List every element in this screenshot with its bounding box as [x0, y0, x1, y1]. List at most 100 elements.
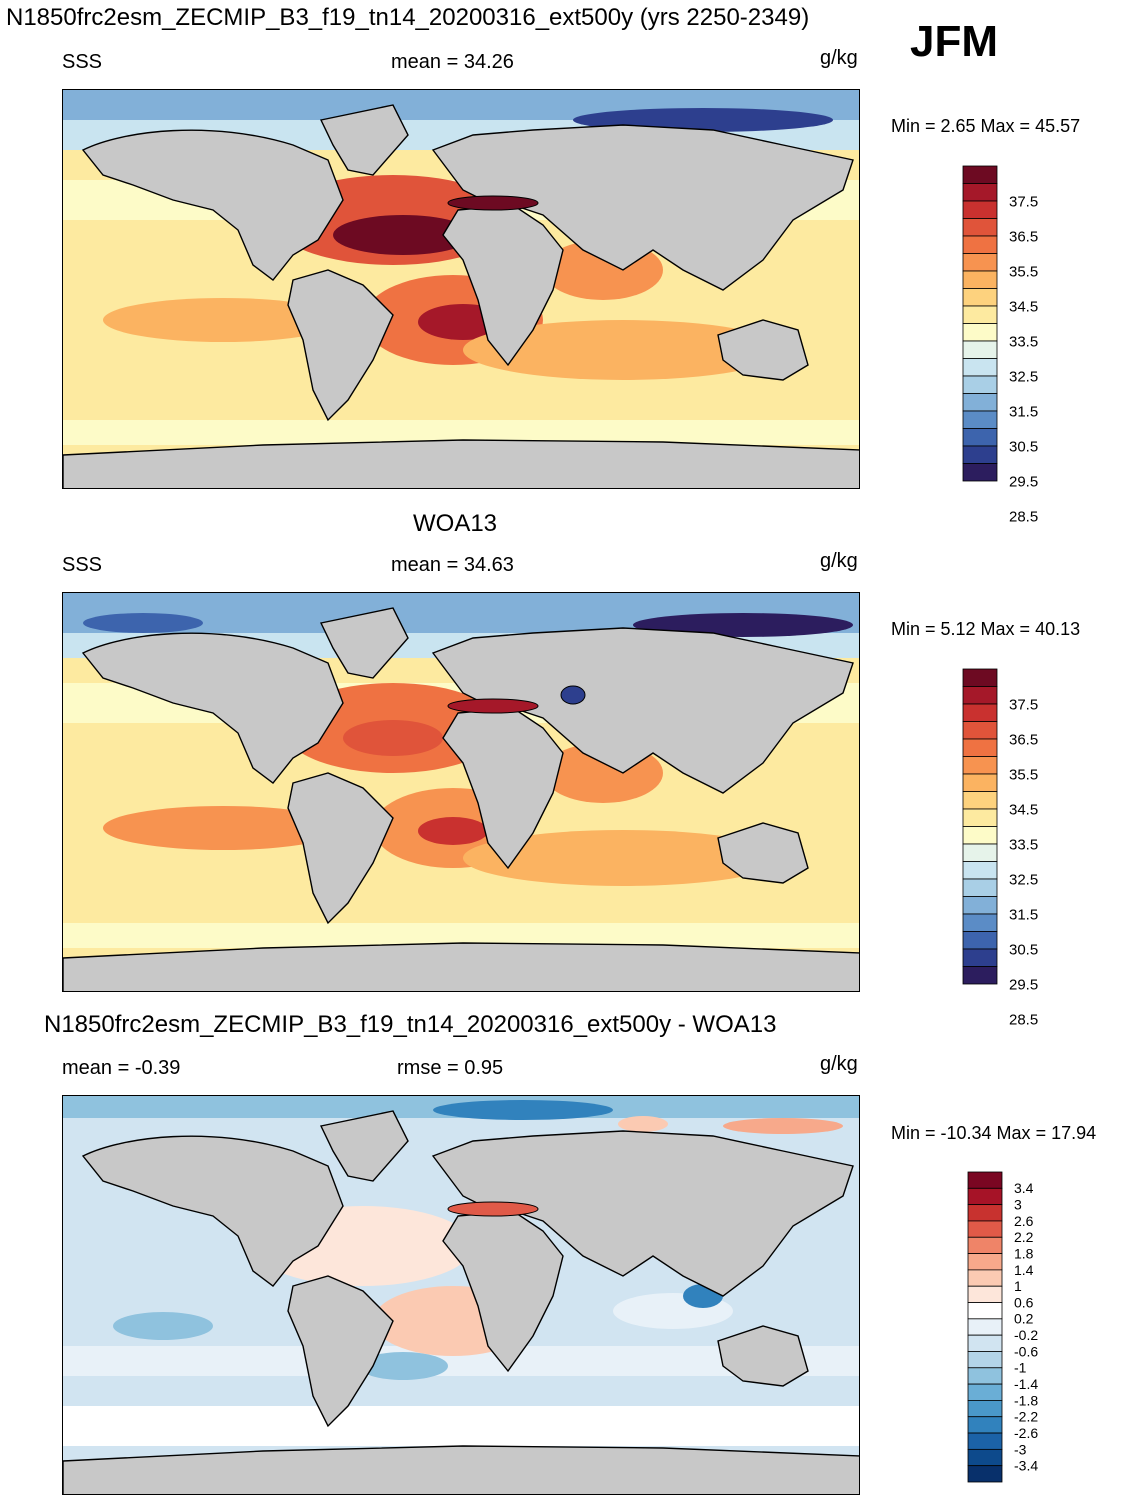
panel1-colorbar-swatch [962, 340, 998, 359]
panel3-colorbar-swatch [967, 1318, 1003, 1336]
panel2-colorbar-tick-label: 29.5 [1009, 976, 1038, 993]
panel1-colorbar-swatch [962, 235, 998, 254]
panel2-colorbar-swatch [962, 843, 998, 862]
panel2-colorbar-swatch [962, 808, 998, 827]
panel2-colorbar-swatch [962, 826, 998, 845]
panel2-colorbar-swatch [962, 686, 998, 705]
panel3-colorbar-tick-label: -1.4 [1014, 1376, 1038, 1392]
panel2-colorbar-swatch [962, 738, 998, 757]
panel3-colorbar-tick-label: 1.8 [1014, 1245, 1034, 1261]
panel3-colorbar-tick-label: -3 [1014, 1441, 1027, 1457]
panel2-title: WOA13 [413, 510, 498, 537]
panel3-colorbar-tick-label: -1.8 [1014, 1392, 1038, 1408]
panel1-colorbar-swatch [962, 393, 998, 412]
panel2-colorbar-swatch [962, 896, 998, 915]
panel1-colorbar-tick-label: 31.5 [1009, 403, 1038, 420]
panel2-units: g/kg [820, 550, 858, 572]
panel2-colorbar-tick-label: 33.5 [1009, 836, 1038, 853]
panel3-colorbar-tick-label: 0.6 [1014, 1294, 1034, 1310]
panel3-colorbar-tick-label: -3.4 [1014, 1458, 1038, 1474]
season-label: JFM [910, 17, 998, 66]
panel2-colorbar-swatch [962, 861, 998, 880]
panel1-colorbar-swatch [962, 288, 998, 307]
panel3-colorbar-tick-label: 1 [1014, 1278, 1022, 1294]
panel1-colorbar-tick-label: 29.5 [1009, 473, 1038, 490]
panel2-colorbar: 37.5 36.5 35.5 34.5 33.5 32.5 31.5 30.5 29.5 28.5 [962, 668, 1038, 1028]
panel2-colorbar-swatch [962, 913, 998, 932]
panel3-colorbar-swatch [967, 1383, 1003, 1401]
panel1-colorbar-swatch [962, 218, 998, 237]
panel2-colorbar-tick-label: 32.5 [1009, 871, 1038, 888]
panel1-colorbar-tick-label: 36.5 [1009, 228, 1038, 245]
panel1-mean-label: mean = 34.26 [391, 51, 514, 73]
panel1-colorbar-swatch [962, 305, 998, 324]
panel3-colorbar-swatch [967, 1253, 1003, 1271]
panel1-colorbar-tick-label: 33.5 [1009, 333, 1038, 350]
panel1-colorbar-tick-label: 32.5 [1009, 368, 1038, 385]
panel1-colorbar-swatch [962, 200, 998, 219]
panel2-colorbar-swatch [962, 756, 998, 775]
panel1-colorbar-tick-label: 34.5 [1009, 298, 1038, 315]
panel3-colorbar-swatch [967, 1367, 1003, 1385]
panel2-colorbar-swatch [962, 703, 998, 722]
panel1-colorbar: 37.5 36.5 35.5 34.5 33.5 32.5 31.5 30.5 29.5 28.5 [962, 165, 1038, 525]
panel3-colorbar: 3.432.62.21.81.410.60.2-0.2-0.6-1-1.4-1.… [967, 1171, 1038, 1483]
panel1-minmax: Min = 2.65 Max = 45.57 [891, 116, 1081, 136]
panel1-colorbar-swatch [962, 445, 998, 464]
panel1-colorbar-swatch [962, 270, 998, 289]
panel2-colorbar-swatch [962, 791, 998, 810]
panel2-map-svg [63, 593, 859, 991]
panel3-colorbar-tick-label: 3 [1014, 1197, 1022, 1213]
panel3-colorbar-swatch [967, 1187, 1003, 1206]
panel3-colorbar-tick-label: -2.6 [1014, 1425, 1038, 1441]
panel1-colorbar-swatch [962, 428, 998, 447]
panel2-colorbar-swatch [962, 966, 998, 985]
panel3-colorbar-swatch [967, 1204, 1003, 1222]
panel2-colorbar-tick-label: 35.5 [1009, 766, 1038, 783]
panel2-colorbar-tick-label: 30.5 [1009, 941, 1038, 958]
panel3-colorbar-swatch [967, 1334, 1003, 1352]
panel1-map [62, 89, 860, 489]
panel2-colorbar-swatch [962, 878, 998, 897]
panel3-colorbar-swatch [967, 1220, 1003, 1238]
panel3-colorbar-swatch [967, 1400, 1003, 1418]
panel3-colorbar-tick-label: -0.6 [1014, 1343, 1038, 1359]
panel1-colorbar-swatch [962, 165, 998, 184]
panel2-left-label: SSS [62, 554, 103, 576]
panel1-colorbar-swatch [962, 253, 998, 272]
panel2-colorbar-tick-label: 34.5 [1009, 801, 1038, 818]
panel2-colorbar-swatch [962, 931, 998, 950]
panel1-colorbar-tick-label: 30.5 [1009, 438, 1038, 455]
panel1-units: g/kg [820, 47, 858, 69]
panel3-mean-label: mean = -0.39 [62, 1057, 181, 1079]
panel3-colorbar-swatch [967, 1269, 1003, 1287]
panel1-map-svg [63, 90, 859, 488]
panel3-colorbar-swatch [967, 1285, 1003, 1303]
panel1-colorbar-swatch [962, 463, 998, 482]
main-title: N1850frc2esm_ZECMIP_B3_f19_tn14_20200316… [6, 4, 810, 31]
panel1-colorbar-swatch [962, 358, 998, 377]
panel3-title: N1850frc2esm_ZECMIP_B3_f19_tn14_20200316… [44, 1011, 777, 1038]
panel3-colorbar-swatch [967, 1432, 1003, 1450]
panel2-colorbar-swatch [962, 721, 998, 740]
panel3-colorbar-tick-label: 3.4 [1014, 1180, 1034, 1196]
panel3-colorbar-swatch [967, 1236, 1003, 1254]
panel2-mean-label: mean = 34.63 [391, 554, 514, 576]
panel1-colorbar-tick-label: 28.5 [1009, 508, 1038, 525]
panel3-colorbar-tick-label: 0.2 [1014, 1311, 1034, 1327]
panel1-colorbar-tick-label: 35.5 [1009, 263, 1038, 280]
panel3-map [62, 1095, 860, 1495]
panel2-colorbar-tick-label: 28.5 [1009, 1011, 1038, 1028]
panel3-minmax: Min = -10.34 Max = 17.94 [891, 1123, 1097, 1143]
panel3-colorbar-swatch [967, 1465, 1003, 1483]
panel3-colorbar-swatch [967, 1448, 1003, 1467]
panel3-colorbar-tick-label: 1.4 [1014, 1262, 1034, 1278]
panel2-colorbar-swatch [962, 948, 998, 967]
panel2-colorbar-tick-label: 31.5 [1009, 906, 1038, 923]
panel3-colorbar-tick-label: -0.2 [1014, 1327, 1038, 1343]
panel3-colorbar-swatch [967, 1171, 1003, 1189]
panel1-colorbar-tick-label: 37.5 [1009, 193, 1038, 210]
panel1-colorbar-swatch [962, 410, 998, 429]
panel3-colorbar-swatch [967, 1416, 1003, 1434]
panel2-colorbar-tick-label: 36.5 [1009, 731, 1038, 748]
